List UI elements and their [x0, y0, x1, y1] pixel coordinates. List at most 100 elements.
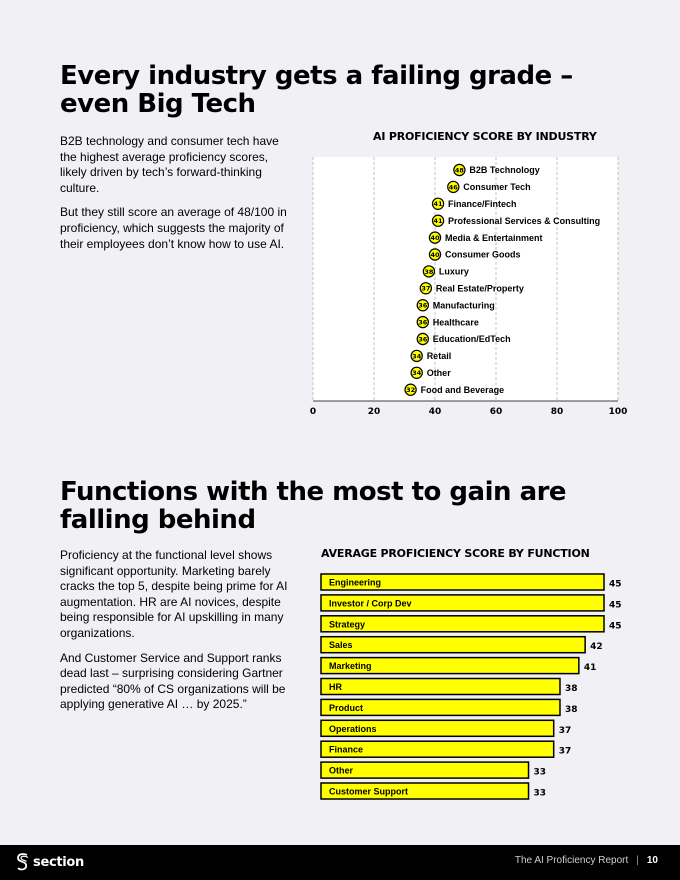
data-point	[431, 197, 445, 211]
data-point	[422, 265, 436, 278]
x-tick-label: 60	[490, 407, 503, 417]
data-value-label: 37	[421, 285, 430, 293]
bar-category-label: Operations	[329, 724, 377, 734]
bar-category-label: Sales	[329, 640, 353, 650]
bar	[320, 656, 580, 675]
section2-paragraph-2: And Customer Service and Support ranks d…	[60, 650, 286, 712]
bar-category-label: Product	[329, 703, 363, 713]
category-label: Professional Services & Consulting	[448, 216, 600, 226]
data-value-label: 36	[418, 319, 428, 327]
data-point	[410, 366, 423, 379]
bar-value-label: 41	[584, 663, 597, 673]
bar-value-label: 45	[609, 600, 622, 610]
data-value-label: 34	[412, 369, 422, 377]
category-label: Consumer Goods	[445, 250, 521, 260]
bar-value-label: 45	[609, 621, 622, 631]
data-value-label: 41	[434, 200, 444, 208]
function-bar-chart: Engineering 45 Investor / Corp Dev 45 Strate…	[320, 573, 622, 800]
bar	[320, 635, 586, 654]
data-value-label: 36	[418, 335, 428, 343]
page-number: 10	[646, 855, 658, 866]
x-tick-label: 80	[551, 407, 564, 417]
category-label: Luxury	[439, 267, 469, 277]
section1-paragraph-1: B2B technology and consumer tech have th…	[60, 134, 279, 195]
category-label: Education/EdTech	[433, 334, 511, 344]
bar	[320, 761, 530, 779]
section2-body: Proficiency at the functional level show…	[60, 548, 292, 722]
industry-chart-title: AI PROFICIENCY SCORE BY INDUSTRY	[373, 130, 597, 143]
bar-value-label: 38	[565, 684, 578, 694]
section2-paragraph-1: Proficiency at the functional level show…	[60, 548, 288, 640]
plot-area	[313, 157, 618, 401]
function-chart-title: AVERAGE PROFICIENCY SCORE BY FUNCTION	[321, 547, 590, 560]
bar-value-label: 45	[609, 580, 622, 590]
category-label: Media & Entertainment	[445, 233, 543, 243]
data-value-label: 36	[418, 302, 428, 310]
data-point	[404, 383, 417, 396]
data-point	[431, 214, 445, 227]
data-value-label: 34	[412, 352, 422, 360]
section1-heading-line1: Every industry gets a failing grade –	[60, 61, 573, 91]
footer-separator: |	[636, 855, 639, 866]
category-label: Healthcare	[433, 317, 479, 327]
category-label: Food and Beverage	[421, 385, 505, 395]
bar	[320, 740, 555, 758]
bar-value-label: 38	[565, 705, 578, 715]
data-value-label: 40	[430, 234, 440, 242]
data-value-label: 40	[430, 251, 440, 259]
data-point	[453, 163, 466, 177]
section-s-icon	[17, 853, 29, 871]
report-title: The AI Proficiency Report	[514, 855, 629, 866]
bar-value-label: 33	[534, 768, 547, 778]
section1-paragraph-2: But they still score an average of 48/10…	[60, 205, 287, 251]
bar-category-label: Marketing	[329, 661, 372, 671]
bar	[320, 677, 561, 696]
bar-category-label: Investor / Corp Dev	[329, 598, 412, 608]
x-tick-label: 20	[368, 407, 381, 417]
bar	[320, 594, 605, 612]
footer: section The AI Proficiency Report | 10	[0, 845, 680, 880]
data-point	[428, 248, 442, 261]
data-value-label: 48	[455, 166, 465, 174]
bar	[320, 615, 605, 633]
category-label: B2B Technology	[469, 165, 539, 175]
bar-category-label: Strategy	[329, 619, 365, 629]
data-point	[416, 332, 430, 346]
industry-dot-chart: 0 20 40 60 80 100 48 B2B Technology 46 Consumer T…	[310, 157, 627, 417]
data-point	[419, 282, 433, 295]
category-label: Finance/Fintech	[448, 199, 517, 209]
section1-body: B2B technology and consumer tech have th…	[60, 134, 292, 261]
section2-heading-line1: Functions with the most to gain are	[60, 477, 567, 507]
bar-category-label: Customer Support	[329, 787, 408, 797]
logo-text: section	[33, 854, 85, 870]
category-label: Other	[427, 368, 452, 378]
footer-right: The AI Proficiency Report | 10	[515, 855, 658, 866]
bar	[320, 698, 561, 717]
section2-heading-line2: falling behind	[60, 505, 256, 535]
section1-heading: Every industry gets a failing grade – ev…	[60, 62, 573, 118]
section1-heading-line2: even Big Tech	[60, 89, 256, 119]
data-value-label: 41	[434, 217, 444, 225]
bar-category-label: HR	[329, 682, 342, 692]
data-point	[416, 298, 430, 312]
bar-category-label: Other	[329, 766, 354, 776]
bar-category-label: Engineering	[329, 578, 381, 588]
data-point	[410, 349, 423, 363]
category-label: Consumer Tech	[463, 182, 530, 192]
x-tick-label: 0	[310, 407, 316, 417]
section-logo: section	[16, 853, 84, 871]
bar	[320, 719, 555, 738]
category-label: Manufacturing	[433, 300, 495, 310]
data-value-label: 46	[449, 183, 459, 191]
section2-heading: Functions with the most to gain are fall…	[60, 477, 567, 535]
bar	[320, 782, 530, 800]
data-point	[428, 231, 442, 244]
x-tick-label: 40	[429, 407, 442, 417]
bar-value-label: 33	[534, 789, 547, 799]
data-point	[416, 315, 430, 329]
data-point	[447, 180, 460, 194]
bar	[320, 573, 605, 591]
bar-value-label: 42	[590, 642, 603, 652]
bar-value-label: 37	[559, 726, 572, 736]
bar-category-label: Finance	[329, 745, 363, 755]
